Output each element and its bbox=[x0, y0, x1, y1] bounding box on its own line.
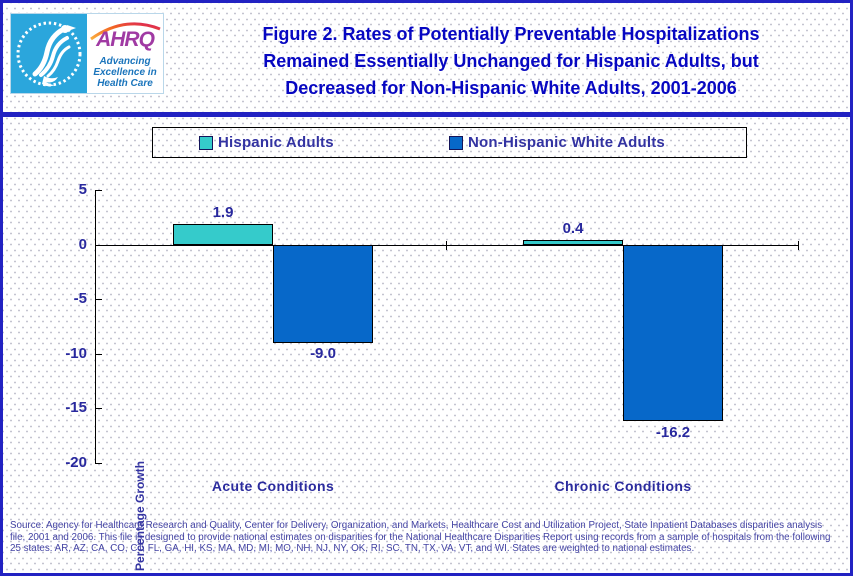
legend-item-non-hispanic-white-adults: Non-Hispanic White Adults bbox=[449, 128, 665, 157]
category-label: Acute Conditions bbox=[211, 478, 335, 494]
ahrq-tagline-line: Health Care bbox=[97, 78, 153, 89]
ahrq-tagline-line: Excellence in bbox=[93, 67, 157, 78]
y-tick-label: -5 bbox=[73, 290, 87, 308]
ahrq-logo: AHRQ Advancing Excellence in Health Care bbox=[10, 13, 164, 94]
y-axis-tick bbox=[95, 463, 102, 464]
hhs-seal-panel bbox=[11, 14, 87, 93]
category-label: Chronic Conditions bbox=[554, 478, 692, 494]
y-tick-label: 5 bbox=[78, 181, 87, 198]
category-axis-tick bbox=[797, 240, 799, 250]
y-axis-tick bbox=[95, 408, 102, 410]
plot-area: Percentage Growth 5 0 -5 -10 -15 -20 1.9 0.4 -9.… bbox=[65, 182, 799, 571]
y-tick-label: -20 bbox=[65, 454, 87, 471]
y-tick-label: 0 bbox=[78, 235, 87, 253]
header-divider bbox=[3, 112, 850, 117]
ahrq-tagline: Advancing Excellence in Health Care bbox=[87, 56, 163, 89]
y-tick-label: -10 bbox=[65, 344, 87, 362]
bar-non-hispanic-white-adults bbox=[623, 244, 723, 422]
y-tick-label: -15 bbox=[65, 399, 87, 417]
legend-swatch-hispanic bbox=[199, 135, 213, 150]
bar-hispanic-adults bbox=[523, 240, 623, 245]
bar-hispanic-adults bbox=[173, 223, 273, 245]
y-axis-tick bbox=[95, 190, 102, 191]
legend-label: Non-Hispanic White Adults bbox=[468, 134, 665, 151]
figure-title-line: Remained Essentially Unchanged for Hispa… bbox=[263, 51, 759, 71]
chart-legend: Hispanic Adults Non-Hispanic White Adult… bbox=[152, 127, 747, 158]
bar-non-hispanic-white-adults bbox=[273, 244, 373, 343]
bar-value-label: 0.4 bbox=[562, 220, 584, 238]
bar-value-label: 1.9 bbox=[212, 203, 234, 221]
legend-label: Hispanic Adults bbox=[218, 134, 334, 151]
figure-title-line: Decreased for Non-Hispanic White Adults,… bbox=[285, 78, 737, 98]
category-axis-tick bbox=[446, 240, 447, 250]
figure-title: Figure 2. Rates of Potentially Preventab… bbox=[175, 21, 847, 102]
y-axis-tick bbox=[95, 353, 102, 355]
hhs-eagle-icon bbox=[11, 14, 87, 93]
y-axis-tick bbox=[95, 299, 102, 301]
ahrq-wordmark-panel: AHRQ Advancing Excellence in Health Care bbox=[87, 14, 163, 93]
y-axis-title: Percentage Growth bbox=[133, 460, 147, 572]
bar-value-label: -16.2 bbox=[655, 423, 691, 441]
y-axis-line bbox=[95, 190, 96, 464]
ahrq-tagline-line: Advancing bbox=[99, 56, 151, 67]
source-note: Source: Agency for Healthcare Research a… bbox=[10, 520, 831, 554]
rainbow-arc-icon bbox=[90, 22, 161, 41]
legend-swatch-non-hispanic-white bbox=[449, 135, 463, 150]
legend-item-hispanic-adults: Hispanic Adults bbox=[199, 128, 334, 157]
bar-value-label: -9.0 bbox=[310, 344, 336, 362]
figure-title-line: Figure 2. Rates of Potentially Preventab… bbox=[262, 24, 760, 44]
ahrq-wordmark: AHRQ bbox=[96, 28, 155, 51]
